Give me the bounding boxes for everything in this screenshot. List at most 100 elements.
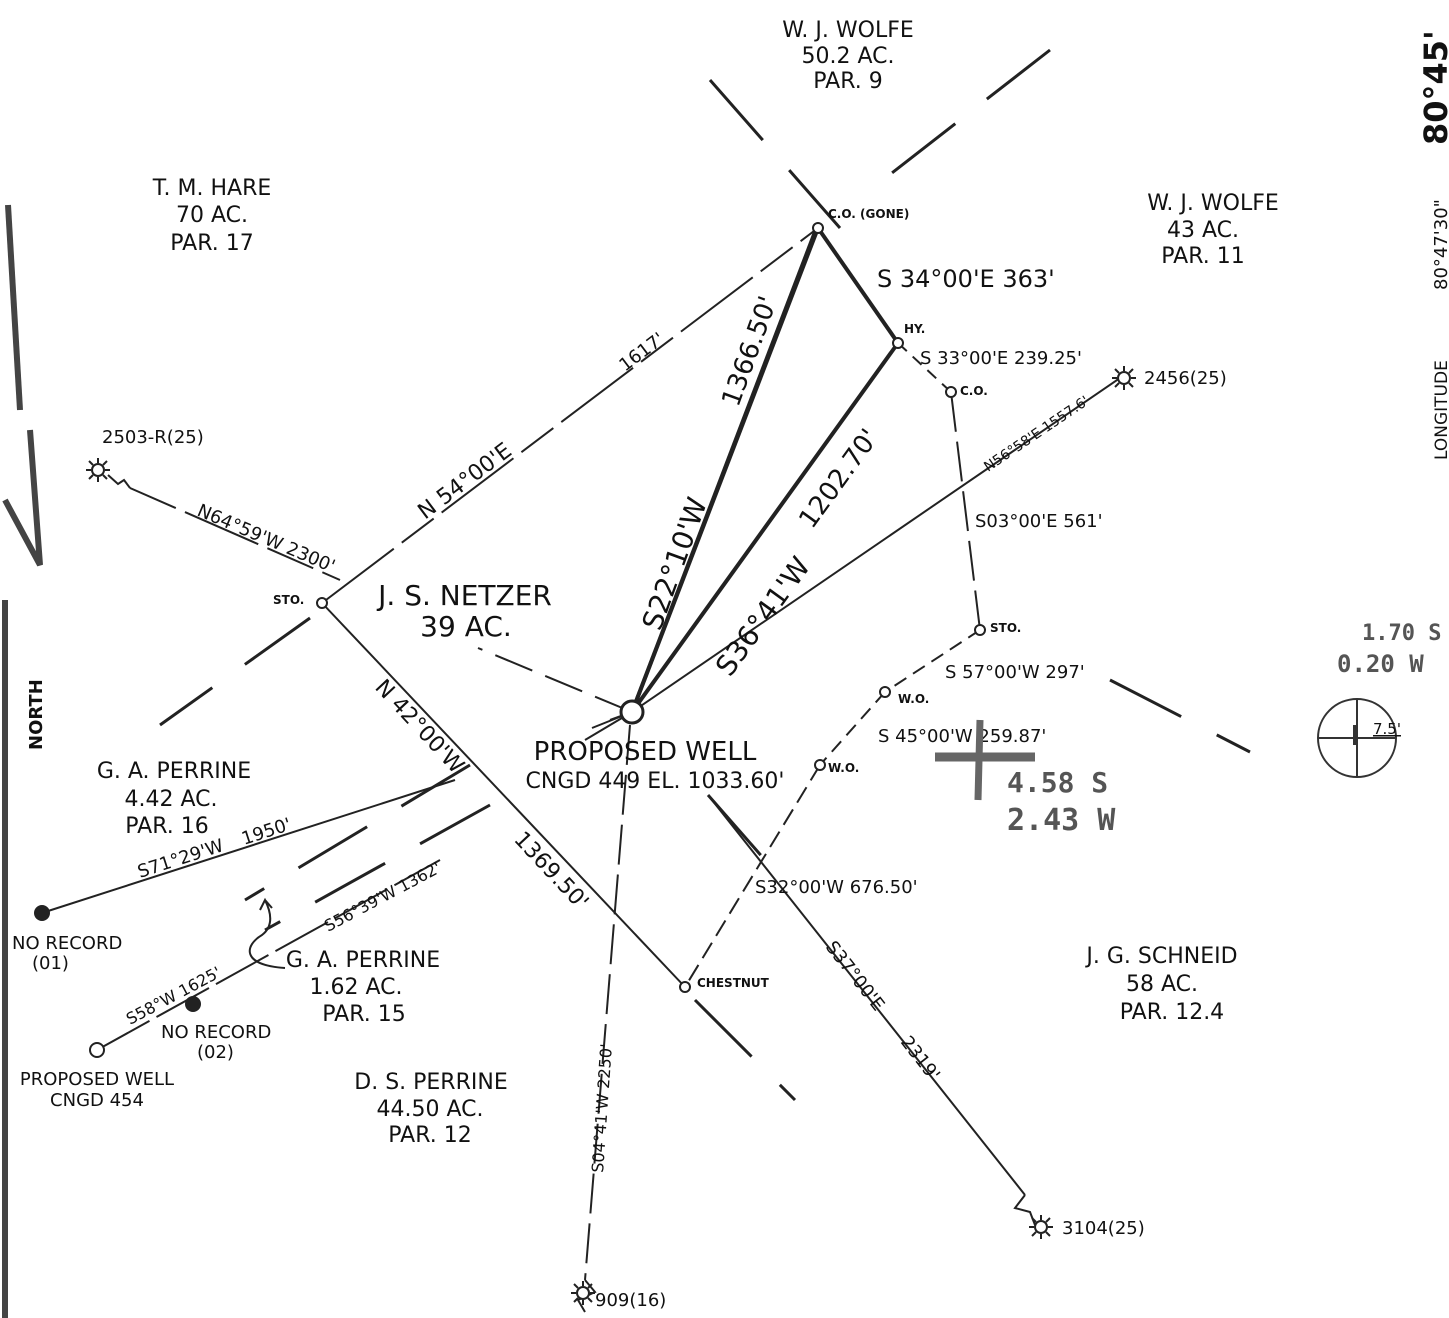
reference-well-symbols <box>86 366 1136 1305</box>
line-wo1-to-wo2 <box>819 691 886 766</box>
well-2503-label: 2503-R(25) <box>102 427 204 448</box>
owner-perrine-16-acres: 4.42 AC. <box>125 787 218 812</box>
corner-labels: C.O. (GONE) HY. C.O. STO. STO. W.O. W.O.… <box>273 207 1021 990</box>
right-west-note: 0.20 W <box>1337 650 1424 678</box>
well-2456-label: 2456(25) <box>1144 368 1227 389</box>
well-3104-icon <box>1029 1215 1053 1239</box>
line-sto-to-co-gone <box>321 227 819 604</box>
stem-3104 <box>1013 1194 1036 1226</box>
corner-co <box>945 386 957 398</box>
label-chestnut: CHESTNUT <box>697 976 770 990</box>
owner-perrine-15-parcel: PAR. 15 <box>322 1002 405 1027</box>
offset-cross-v <box>974 719 984 801</box>
proposed-well-454-code: CNGD 454 <box>50 1090 144 1111</box>
north-label: NORTH <box>26 679 47 750</box>
line-sto-to-chestnut <box>321 602 686 988</box>
boundary-wolfe-right <box>869 48 1051 192</box>
proposed-well-title: PROPOSED WELL <box>534 737 757 767</box>
bearing-s58: S58°W 1625' <box>123 963 224 1029</box>
proposed-well-symbol <box>584 699 645 741</box>
bearing-s37: S37°00'E <box>821 937 888 1015</box>
well-2456-icon <box>1112 366 1136 390</box>
label-hy: HY. <box>904 322 925 336</box>
owner-schneid-name: J. G. SCHNEID <box>1084 944 1237 969</box>
boundary-sw <box>159 616 311 727</box>
corner-chestnut <box>679 981 691 993</box>
boundary-perrine-a <box>244 763 471 902</box>
label-sto-left: STO. <box>273 593 304 607</box>
owner-schneid-parcel: PAR. 12.4 <box>1120 1000 1224 1025</box>
distance-1617: 1617' <box>615 329 668 376</box>
owner-netzer-name: J. S. NETZER <box>376 579 552 612</box>
proposed-well-circle <box>619 699 645 725</box>
distance-1950: 1950' <box>239 814 294 850</box>
owner-ds-perrine-parcel: PAR. 12 <box>388 1123 471 1148</box>
corner-wo1 <box>879 686 891 698</box>
distance-1369: 1369.50' <box>509 827 593 915</box>
reference-well-labels: 2503-R(25) 2456(25) 3104(25) 909(16) NO … <box>12 368 1227 1311</box>
line-well-to-2456 <box>631 377 1121 713</box>
owner-wolfe-9-parcel: PAR. 9 <box>813 69 882 94</box>
owner-perrine-16-parcel: PAR. 16 <box>125 814 208 839</box>
label-co: C.O. <box>960 384 988 398</box>
line-well-to-hy <box>630 341 900 714</box>
bearing-s71: S71°29'W <box>135 835 226 883</box>
bearing-s33: S 33°00'E 239.25' <box>920 348 1082 369</box>
margin-line-v <box>2 429 43 567</box>
line-well-to-3104 <box>711 799 1026 1196</box>
owner-ds-perrine-name: D. S. PERRINE <box>354 1070 507 1095</box>
boundary-chestnut-se <box>693 998 797 1102</box>
proposed-well-info: CNGD 449 EL. 1033.60' <box>526 769 785 794</box>
offset-west-note: 2.43 W <box>1007 803 1116 838</box>
longitude-big: 80°45' <box>1417 30 1449 145</box>
line-well-to-co-gone-b <box>630 231 817 713</box>
well-labels: PROPOSED WELL CNGD 449 EL. 1033.60' PROP… <box>20 737 785 1111</box>
well-2503-icon <box>86 458 110 482</box>
bearing-s34: S 34°00'E 363' <box>877 265 1055 293</box>
line-co-to-sto <box>950 391 981 631</box>
boundary-wolfe-left <box>708 79 842 229</box>
boundary-well-se <box>706 794 767 861</box>
pencil-offset-mark: 4.58 S 2.43 W <box>935 719 1116 838</box>
boundary-east <box>1109 678 1251 754</box>
margin-line-top <box>5 204 23 411</box>
corner-markers <box>89 222 986 1058</box>
no-record-01-label: NO RECORD <box>12 933 122 954</box>
well-909-icon <box>571 1281 595 1305</box>
line-well-to-909 <box>584 724 631 1281</box>
owner-wolfe-11-parcel: PAR. 11 <box>1161 244 1244 269</box>
stem-2503 <box>107 474 131 489</box>
line-co-gone-to-hy <box>816 226 900 345</box>
no-record-02-code: (02) <box>197 1042 234 1063</box>
label-co-gone: C.O. (GONE) <box>828 207 909 221</box>
label-wo1: W.O. <box>898 692 929 706</box>
bearing-s04: S04°41'W 2250' <box>588 1043 616 1173</box>
no-record-01-dot <box>34 905 50 921</box>
bearing-s36: S36°41'W <box>709 551 817 682</box>
owner-wolfe-11-acres: 43 AC. <box>1167 218 1239 243</box>
line-wo2-to-chestnut <box>684 764 821 988</box>
bearing-s57: S 57°00'W 297' <box>945 662 1085 683</box>
bearing-s03: S03°00'E 561' <box>975 511 1103 532</box>
curved-arrow-icon <box>248 897 286 969</box>
line-sto-to-wo1 <box>884 629 981 693</box>
corner-sto-right <box>974 624 986 636</box>
bearing-n54: N 54°00'E <box>414 438 517 524</box>
no-record-02-label: NO RECORD <box>161 1022 271 1043</box>
offset-south-note: 4.58 S <box>1007 766 1108 799</box>
bearing-n64: N64°59'W 2300' <box>194 500 338 577</box>
owner-wolfe-9-acres: 50.2 AC. <box>802 44 895 69</box>
proposed-well-454-title: PROPOSED WELL <box>20 1069 174 1090</box>
bearing-s45: S 45°00'W 259.87' <box>878 726 1046 747</box>
right-south-note: 1.70 S <box>1362 621 1441 646</box>
longitude-value: 80°47'30" <box>1431 199 1449 290</box>
no-record-02-dot <box>185 996 201 1012</box>
distance-2319: 2319' <box>896 1032 944 1085</box>
line-s58-well-454 <box>96 859 441 1051</box>
distance-1366: 1366.50' <box>716 292 783 410</box>
right-locator: 1.70 S 0.20 W 7.5' <box>1317 621 1441 778</box>
bearing-n56-1557: N56°58'E 1557.6' <box>981 393 1092 475</box>
bearing-n42: N 42°00'W <box>370 675 469 779</box>
owner-wolfe-11-name: W. J. WOLFE <box>1147 191 1279 216</box>
line-s71-well-01 <box>44 779 456 913</box>
